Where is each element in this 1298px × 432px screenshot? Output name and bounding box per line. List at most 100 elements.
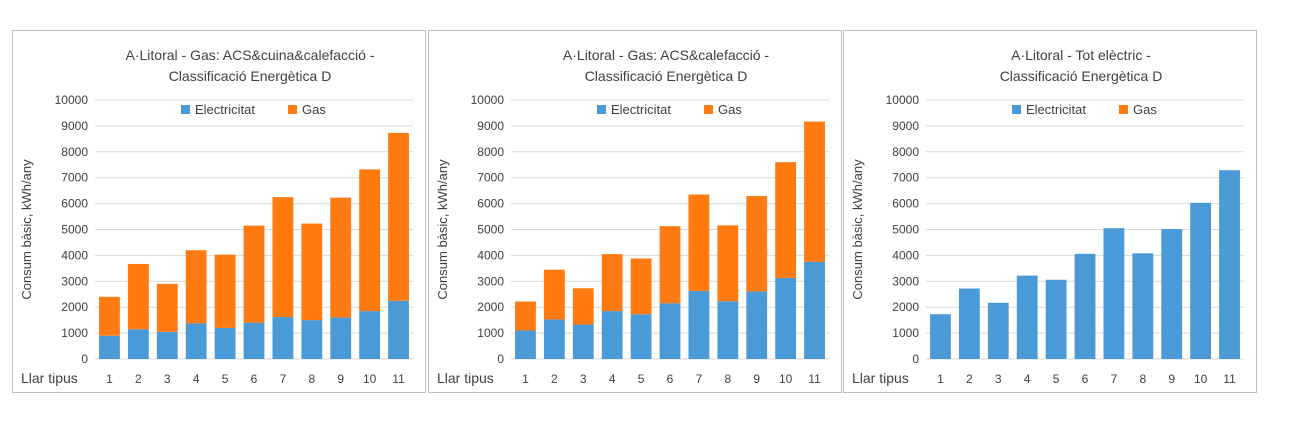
x-tick-label: 7 [280, 372, 287, 386]
x-tick-label: 3 [995, 372, 1002, 386]
y-tick-label: 8000 [892, 145, 919, 159]
bar-electricitat [630, 314, 652, 359]
bar-gas [572, 288, 594, 325]
y-tick-label: 2000 [477, 300, 504, 314]
y-tick-label: 0 [912, 352, 919, 366]
bar-gas [99, 296, 120, 336]
chart-2-svg: A·Litoral - Gas: ACS&calefacció - Classif… [435, 47, 829, 386]
x-tick-label: 6 [667, 372, 674, 386]
bar-gas [630, 258, 652, 315]
bar-electricitat [1016, 275, 1038, 359]
bar-gas [156, 283, 178, 332]
y-tick-label: 2000 [61, 300, 88, 314]
bar-gas [717, 225, 739, 302]
bar-gas [746, 196, 768, 292]
legend-swatch-gas [1119, 105, 1128, 114]
bar-electricitat [243, 322, 265, 359]
bar-electricitat [156, 331, 178, 359]
x-tick-label: 7 [696, 372, 703, 386]
x-tick-label: 5 [222, 372, 229, 386]
bar-gas [301, 223, 323, 321]
x-tick-label: 1 [106, 372, 113, 386]
bar-electricitat [1132, 253, 1154, 359]
x-tick-label: 10 [363, 372, 377, 386]
bar-gas [185, 250, 207, 324]
y-axis-label: Consum bàsic, kWh/any [19, 159, 34, 300]
legend-label-gas: Gas [1133, 102, 1157, 117]
y-tick-label: 7000 [892, 171, 919, 185]
chart-1-svg: A·Litoral - Gas: ACS&cuina&calefacció - C… [19, 47, 413, 386]
legend-swatch-electricitat [597, 105, 606, 114]
x-tick-label: 8 [724, 372, 731, 386]
bar-gas [543, 269, 565, 320]
bar-gas [127, 263, 149, 330]
bar-electricitat [301, 320, 323, 359]
bar-electricitat [958, 288, 980, 359]
y-tick-label: 2000 [892, 300, 919, 314]
bar-electricitat [930, 314, 951, 359]
y-tick-label: 5000 [61, 223, 88, 237]
y-tick-label: 3000 [892, 274, 919, 288]
bar-gas [330, 197, 352, 318]
y-tick-label: 1000 [892, 326, 919, 340]
x-axis-label: Llar tipus [852, 370, 909, 386]
y-axis-label: Consum bàsic, kWh/any [850, 159, 865, 300]
chart-title-line: A·Litoral - Gas: ACS&cuina&calefacció - [126, 47, 375, 63]
y-tick-label: 6000 [477, 197, 504, 211]
x-tick-label: 4 [193, 372, 200, 386]
chart-panel-1: A·Litoral - Gas: ACS&cuina&calefacció - C… [12, 30, 426, 393]
x-tick-label: 11 [808, 372, 821, 386]
chart-title-line: A·Litoral - Gas: ACS&calefacció - [563, 47, 770, 63]
x-tick-label: 10 [1194, 372, 1208, 386]
y-tick-label: 1000 [61, 326, 88, 340]
y-tick-label: 9000 [61, 119, 88, 133]
bar-gas [243, 225, 265, 323]
x-tick-label: 2 [551, 372, 558, 386]
bar-electricitat [987, 302, 1009, 359]
x-axis-label: Llar tipus [437, 370, 494, 386]
bar-gas [359, 169, 381, 312]
bar-electricitat [1045, 279, 1067, 359]
y-tick-label: 1000 [477, 326, 504, 340]
x-tick-label: 8 [308, 372, 315, 386]
bar-electricitat [99, 335, 120, 359]
y-tick-label: 10000 [886, 93, 920, 107]
y-tick-label: 8000 [477, 145, 504, 159]
x-tick-label: 11 [1223, 372, 1236, 386]
bar-gas [515, 301, 536, 331]
x-tick-label: 8 [1139, 372, 1146, 386]
bar-electricitat [543, 319, 565, 359]
bar-electricitat [359, 311, 381, 359]
y-tick-label: 5000 [477, 223, 504, 237]
bar-electricitat [127, 329, 149, 359]
y-tick-label: 0 [497, 352, 504, 366]
legend-label-gas: Gas [302, 102, 326, 117]
bar-electricitat [515, 330, 536, 359]
x-tick-label: 3 [580, 372, 587, 386]
x-tick-label: 2 [135, 372, 142, 386]
bar-electricitat [388, 300, 409, 359]
bar-gas [688, 194, 710, 291]
x-tick-label: 6 [1082, 372, 1089, 386]
chart-title-line: Classificació Energètica D [1000, 68, 1163, 84]
bar-electricitat [272, 317, 294, 359]
y-axis-label: Consum bàsic, kWh/any [435, 159, 450, 300]
bar-electricitat [1190, 202, 1212, 359]
bar-gas [775, 162, 797, 278]
bar-gas [388, 132, 409, 301]
x-tick-label: 7 [1111, 372, 1118, 386]
y-tick-label: 7000 [61, 171, 88, 185]
y-tick-label: 0 [81, 352, 88, 366]
chart-title-line: A·Litoral - Tot elèctric - [1011, 47, 1151, 63]
y-tick-label: 8000 [61, 145, 88, 159]
x-tick-label: 4 [1024, 372, 1031, 386]
bar-gas [214, 254, 236, 328]
legend-label-gas: Gas [718, 102, 742, 117]
y-tick-label: 6000 [61, 197, 88, 211]
chart-panel-2: A·Litoral - Gas: ACS&calefacció - Classif… [428, 30, 842, 393]
legend-label-electricitat: Electricitat [195, 102, 255, 117]
bar-gas [601, 254, 623, 312]
chart-title-line: Classificació Energètica D [585, 68, 748, 84]
bar-gas [272, 197, 294, 318]
x-tick-label: 10 [779, 372, 793, 386]
